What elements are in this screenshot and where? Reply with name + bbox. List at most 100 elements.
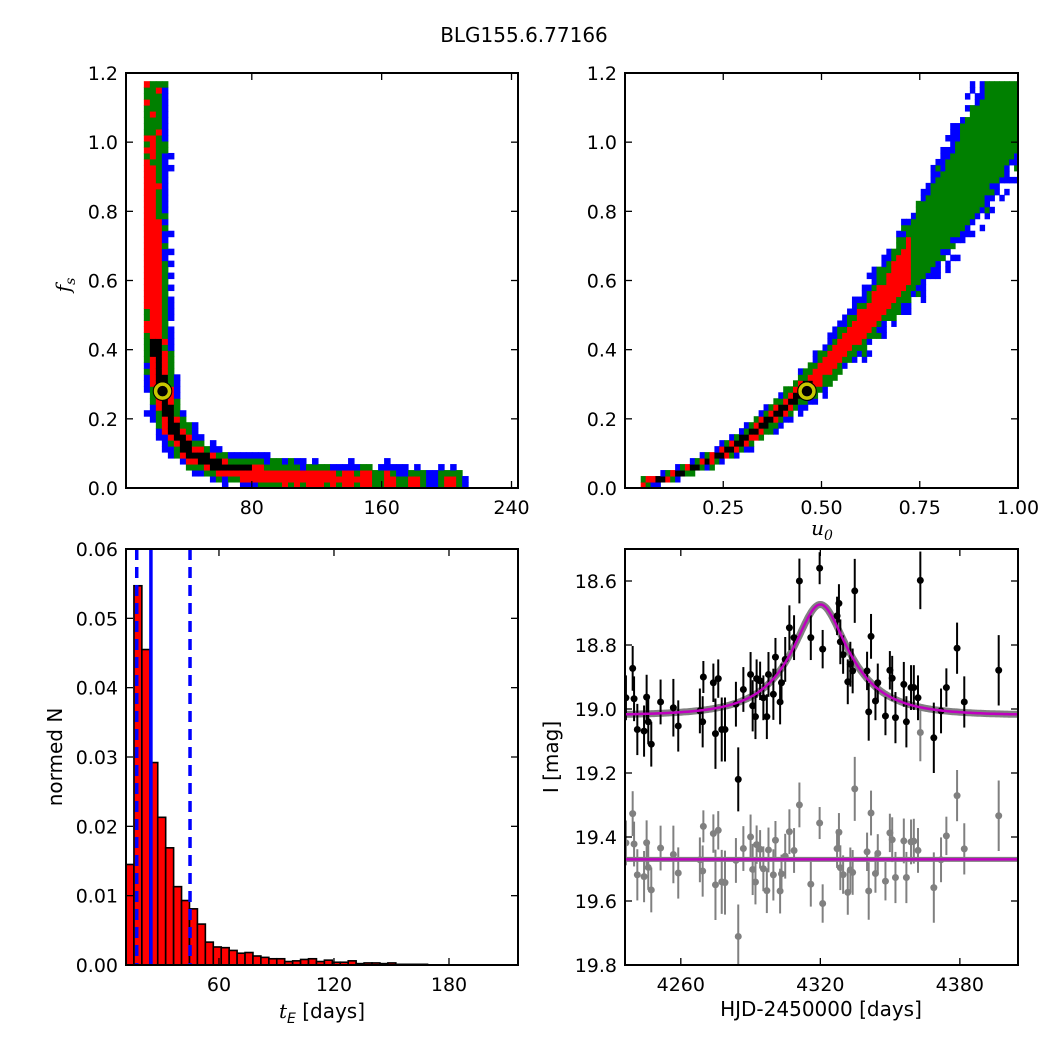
heatmap-cell	[955, 158, 961, 166]
heatmap-cell	[920, 290, 927, 298]
heatmap-cell	[807, 374, 814, 381]
heatmap-cell	[360, 476, 367, 483]
heatmap-cell	[312, 464, 319, 471]
histogram-bar	[164, 847, 175, 965]
heatmap-cell	[384, 458, 391, 465]
heatmap-cell	[149, 176, 157, 184]
heatmap-cell	[306, 470, 313, 477]
heatmap-cell	[964, 188, 971, 196]
heatmap-cell	[167, 446, 175, 453]
heatmap-cell	[1014, 146, 1018, 154]
residual-point	[835, 828, 843, 836]
heatmap-cell	[699, 452, 706, 459]
heatmap-cell	[281, 476, 289, 483]
heatmap-cell	[999, 194, 1005, 202]
heatmap-cell	[215, 464, 223, 471]
data-point	[749, 702, 757, 710]
heatmap-cell	[1014, 93, 1018, 100]
heatmap-cell	[964, 140, 971, 148]
heatmap-cell	[191, 428, 199, 435]
heatmap-cell	[837, 356, 843, 363]
heatmap-cell	[984, 176, 991, 184]
heatmap-cell	[842, 314, 848, 321]
heatmap-cell	[167, 410, 175, 417]
heatmap-cell	[768, 428, 774, 435]
heatmap-cell	[318, 464, 325, 471]
heatmap-cell	[979, 111, 986, 118]
heatmap-cell	[920, 248, 927, 256]
heatmap-cell	[974, 188, 981, 196]
heatmap-cell	[694, 464, 701, 471]
heatmap-cell	[901, 218, 907, 226]
heatmap-cell	[896, 242, 902, 250]
histogram-bar	[260, 956, 270, 965]
heatmap-cell	[969, 188, 976, 196]
heatmap-cell	[955, 176, 961, 184]
heatmap-cell	[245, 482, 253, 488]
heatmap-cell	[330, 482, 337, 488]
heatmap-cell	[294, 470, 301, 477]
heatmap-cell	[149, 248, 157, 256]
heatmap-cell	[143, 374, 151, 381]
heatmap-cell	[197, 446, 205, 453]
heatmap-cell	[269, 470, 277, 477]
data-point	[769, 690, 777, 698]
heatmap-cell	[842, 332, 848, 339]
heatmap-cell	[925, 242, 932, 250]
heatmap-cell	[197, 452, 205, 459]
heatmap-cell	[414, 476, 421, 483]
heatmap-cell	[694, 458, 701, 465]
heatmap-cell	[155, 344, 163, 351]
heatmap-cell	[330, 476, 337, 483]
heatmap-cell	[143, 182, 151, 190]
heatmap-cell	[950, 206, 956, 214]
heatmap-cell	[384, 476, 391, 483]
data-point	[819, 645, 827, 653]
y-tick-label: 0.03	[76, 747, 118, 769]
heatmap-cell	[861, 284, 868, 292]
heatmap-cell	[930, 212, 936, 220]
heatmap-cell	[950, 135, 956, 142]
heatmap-cell	[945, 176, 951, 184]
heatmap-cell	[979, 105, 986, 112]
heatmap-cell	[149, 284, 157, 292]
heatmap-cell	[191, 422, 199, 429]
heatmap-cell	[896, 266, 902, 274]
heatmap-cell	[179, 446, 187, 453]
heatmap-cell	[149, 194, 157, 202]
heatmap-cell	[920, 212, 927, 220]
heatmap-cell	[861, 356, 868, 363]
heatmap-cell	[143, 129, 151, 136]
heatmap-cell	[945, 194, 951, 202]
residual-point	[865, 887, 873, 895]
te-histogram-plot-area	[126, 549, 429, 965]
heatmap-cell	[155, 314, 163, 321]
heatmap-cell	[969, 140, 976, 148]
heatmap-cell	[802, 404, 809, 411]
heatmap-cell	[930, 176, 936, 184]
heatmap-cell	[203, 446, 211, 453]
heatmap-cell	[734, 452, 740, 459]
heatmap-cell	[994, 117, 1000, 124]
heatmap-cell	[999, 111, 1005, 118]
heatmap-cell	[851, 308, 858, 315]
heatmap-cell	[167, 440, 175, 447]
heatmap-cell	[935, 158, 941, 166]
heatmap-cell	[263, 458, 271, 465]
heatmap-cell	[901, 236, 907, 244]
heatmap-cell	[149, 206, 157, 214]
heatmap-cell	[689, 458, 696, 465]
heatmap-cell	[149, 93, 157, 100]
heatmap-cell	[402, 482, 409, 488]
heatmap-cell	[930, 248, 936, 256]
heatmap-cell	[167, 434, 175, 441]
te-fs-panel: 80 160 240 0.0 0.2 0.4 0.6 0.8 1.0 1.2 fs	[51, 63, 530, 519]
heatmap-cell	[915, 278, 922, 286]
heatmap-cell	[964, 170, 971, 178]
heatmap-cell	[886, 302, 892, 310]
heatmap-cell	[462, 482, 469, 488]
heatmap-cell	[161, 272, 169, 280]
y-tick-label: 0.6	[88, 271, 118, 293]
heatmap-cell	[999, 164, 1005, 172]
heatmap-cell	[901, 278, 907, 286]
